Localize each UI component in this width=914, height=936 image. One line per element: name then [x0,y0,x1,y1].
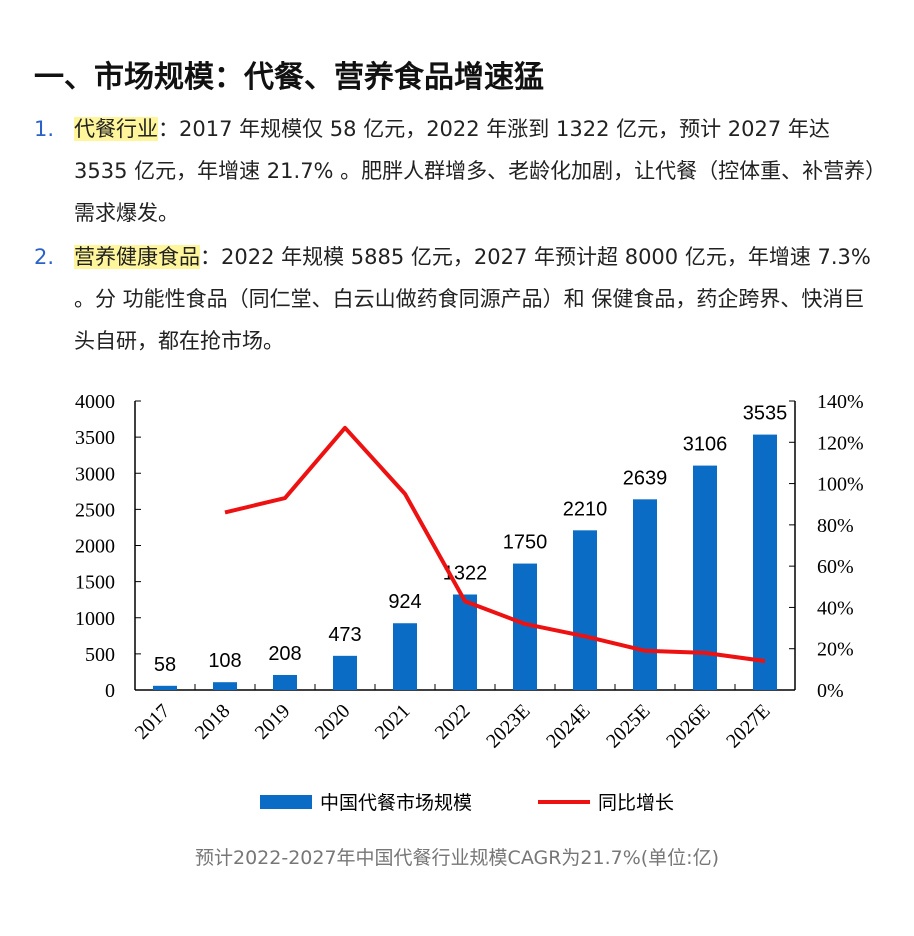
list-item-nutrition-food: 2. 营养健康食品：2022 年规模 5885 亿元，2027 年预计超 800… [34,236,884,362]
list-number: 1. [34,117,55,141]
left-tick-label: 1500 [75,572,115,594]
right-tick-label: 120% [817,432,864,454]
right-tick-label: 80% [817,515,854,537]
left-tick-label: 3500 [75,427,115,449]
left-tick-label: 3000 [75,463,115,485]
left-tick-label: 2000 [75,536,115,558]
item-text: ：2017 年规模仅 58 亿元，2022 年涨到 1322 亿元，预计 202… [74,117,876,225]
growth-line [224,425,766,664]
bar-label: 924 [388,591,421,613]
right-tick-label: 40% [817,597,854,619]
market-size-chart: 0 500 1000 1500 2000 2500 3000 3500 4000 0% 20% 40%… [75,391,864,814]
chart-caption: 预计2022-2027年中国代餐行业规模CAGR为21.7%(单位:亿) [194,847,719,869]
list-item-meal-replacement: 1. 代餐行业：2017 年规模仅 58 亿元，2022 年涨到 1322 亿元… [34,108,884,234]
left-tick-label: 500 [85,644,115,666]
x-tick-label: 2026E [662,700,714,752]
bar-label: 3106 [683,434,728,456]
x-tick-label: 2024E [542,700,594,752]
x-tick-label: 2023E [482,700,534,752]
x-tick-label: 2019 [251,700,295,744]
bar-label: 2639 [623,467,668,489]
left-tick-label: 0 [105,680,115,702]
bar-label: 2210 [563,498,608,520]
bar-2017 [153,685,177,690]
item-text: ：2022 年规模 5885 亿元，2027 年预计超 8000 亿元，年增速 … [74,245,871,353]
right-tick-label: 140% [817,391,864,413]
right-tick-label: 60% [817,556,854,578]
x-tick-label: 2018 [191,700,235,744]
bar-label: 108 [208,650,241,672]
left-tick-label: 2500 [75,499,115,521]
bar-2027E [753,434,777,690]
bar-label: 473 [328,624,361,646]
bar-2021 [393,623,417,690]
bar-2022 [453,594,477,690]
legend-bar-label: 中国代餐市场规模 [320,792,472,814]
right-tick-label: 20% [817,639,854,661]
x-tick-label: 2020 [311,700,355,744]
x-tick-label: 2017 [131,700,175,744]
bar-2019 [273,674,297,690]
page-title: 一、市场规模：代餐、营养食品增速猛 [34,60,544,95]
left-tick-label: 4000 [75,391,115,413]
bar-label: 208 [268,643,301,665]
bar-label: 58 [154,654,176,676]
bar-2026E [693,465,717,690]
bar-label: 1750 [503,532,548,554]
bar-label: 3535 [743,403,788,425]
x-tick-label: 2022 [431,700,475,744]
list-number: 2. [34,245,55,269]
left-tick-label: 1000 [75,608,115,630]
legend-line-label: 同比增长 [598,792,674,814]
bar-2018 [213,682,237,690]
bar-2024E [573,530,597,690]
bar-2025E [633,499,657,690]
highlight-term: 代餐行业 [74,117,158,141]
right-tick-label: 100% [817,474,864,496]
x-tick-label: 2021 [371,700,415,744]
legend-bar-swatch [260,795,312,809]
highlight-term: 营养健康食品 [74,245,200,269]
x-tick-label: 2025E [602,700,654,752]
x-tick-label: 2027E [722,700,774,752]
right-tick-label: 0% [817,680,844,702]
bar-2020 [333,655,357,690]
